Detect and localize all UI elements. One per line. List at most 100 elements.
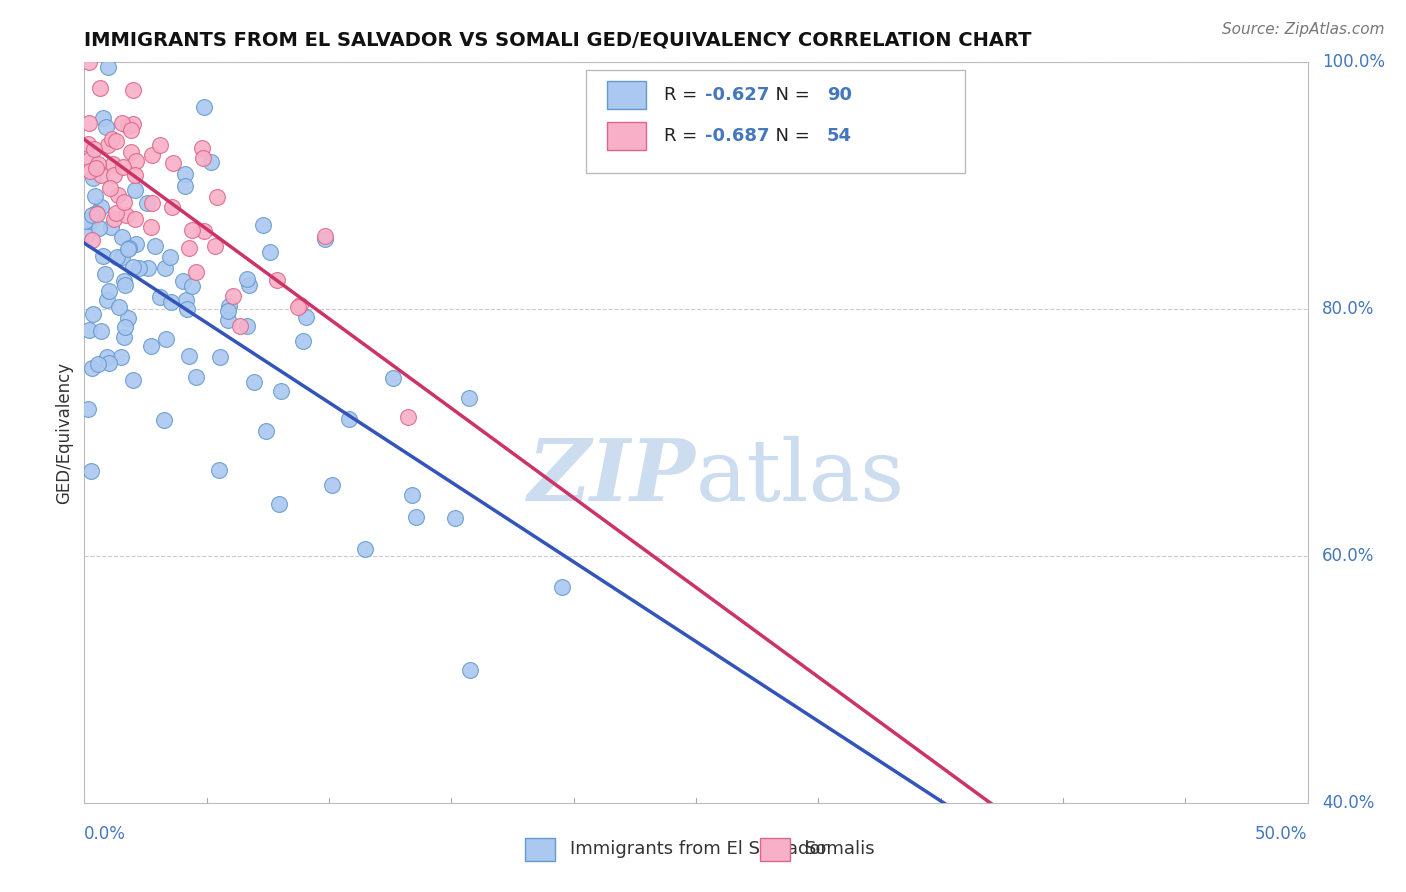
Text: R =: R = <box>664 127 703 145</box>
Text: -0.687: -0.687 <box>704 127 769 145</box>
Text: 80.0%: 80.0% <box>1322 301 1375 318</box>
Point <box>267 497 290 511</box>
Point <box>114 319 136 334</box>
Point <box>96 120 118 135</box>
Point <box>112 160 135 174</box>
Point <box>139 220 162 235</box>
Point <box>125 153 148 168</box>
Point <box>153 413 176 427</box>
Point <box>101 157 124 171</box>
Point <box>193 151 215 165</box>
Point <box>149 290 172 304</box>
Bar <box>606 121 645 150</box>
Point <box>77 116 100 130</box>
Point <box>100 132 122 146</box>
Point <box>287 300 309 314</box>
Text: 0.0%: 0.0% <box>84 825 127 843</box>
Point <box>100 181 122 195</box>
Bar <box>606 81 645 109</box>
Point <box>141 148 163 162</box>
Text: 54: 54 <box>827 127 852 145</box>
Point <box>114 277 136 292</box>
Point <box>208 350 231 364</box>
Point <box>111 230 134 244</box>
Point <box>337 412 360 426</box>
Text: Immigrants from El Salvador: Immigrants from El Salvador <box>569 840 828 858</box>
Point <box>401 488 423 502</box>
Bar <box>524 838 555 861</box>
Point <box>314 232 336 246</box>
Point <box>112 330 135 344</box>
Point <box>120 145 142 159</box>
Point <box>143 239 166 253</box>
Point <box>236 272 259 286</box>
Point <box>76 136 98 151</box>
Point <box>173 168 195 182</box>
Point <box>128 260 150 275</box>
Point <box>405 510 427 524</box>
Point <box>162 156 184 170</box>
Point <box>221 288 243 302</box>
Point <box>80 208 103 222</box>
Text: ZIP: ZIP <box>529 435 696 519</box>
Point <box>173 179 195 194</box>
Point <box>121 117 143 131</box>
Point <box>79 55 101 70</box>
Text: N =: N = <box>765 127 815 145</box>
Point <box>444 511 467 525</box>
Point <box>77 402 100 417</box>
Point <box>108 300 131 314</box>
Point <box>79 164 101 178</box>
Point <box>191 141 214 155</box>
Point <box>91 111 114 125</box>
Point <box>82 307 104 321</box>
Point <box>141 196 163 211</box>
Point <box>200 155 222 169</box>
Point <box>396 410 419 425</box>
Point <box>176 301 198 316</box>
Point <box>174 293 197 308</box>
Text: Source: ZipAtlas.com: Source: ZipAtlas.com <box>1222 22 1385 37</box>
Point <box>314 229 336 244</box>
Point <box>550 580 572 594</box>
Point <box>155 331 177 345</box>
Point <box>120 123 142 137</box>
Point <box>112 195 135 210</box>
Point <box>180 223 202 237</box>
Point <box>124 183 146 197</box>
Point <box>79 214 101 228</box>
Point <box>79 322 101 336</box>
Point <box>117 241 139 255</box>
Point <box>457 392 479 406</box>
Point <box>125 236 148 251</box>
Point <box>292 334 315 349</box>
Point <box>97 60 120 74</box>
Point <box>236 319 259 334</box>
Text: 100.0%: 100.0% <box>1322 54 1385 71</box>
Point <box>80 465 103 479</box>
Point <box>105 250 128 264</box>
Point <box>382 371 405 385</box>
Point <box>288 298 311 312</box>
Point <box>354 542 377 557</box>
Point <box>83 142 105 156</box>
Point <box>76 227 98 241</box>
Text: Somalis: Somalis <box>804 840 876 858</box>
Point <box>117 120 139 134</box>
Text: 50.0%: 50.0% <box>1256 825 1308 843</box>
Point <box>73 214 96 228</box>
Point <box>266 273 288 287</box>
Point <box>228 318 250 333</box>
Text: R =: R = <box>664 86 703 104</box>
Point <box>135 195 157 210</box>
Text: 60.0%: 60.0% <box>1322 547 1375 565</box>
Point <box>136 260 159 275</box>
Point <box>96 350 118 364</box>
Point <box>103 212 125 227</box>
Point <box>97 137 120 152</box>
Point <box>87 357 110 371</box>
Point <box>159 250 181 264</box>
Point <box>105 134 128 148</box>
Point <box>254 425 277 439</box>
Point <box>105 206 128 220</box>
